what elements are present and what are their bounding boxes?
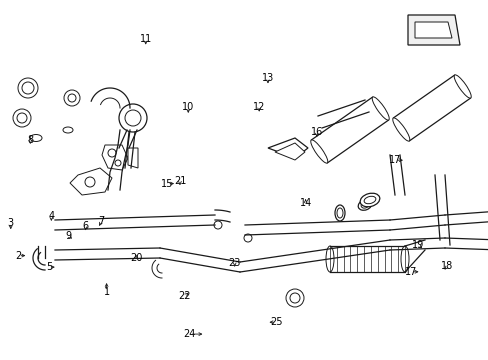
Text: 22: 22 bbox=[178, 291, 191, 301]
Polygon shape bbox=[414, 22, 451, 38]
Text: 19: 19 bbox=[411, 240, 424, 250]
Ellipse shape bbox=[392, 118, 409, 141]
Ellipse shape bbox=[364, 196, 375, 204]
Text: 3: 3 bbox=[8, 218, 14, 228]
Ellipse shape bbox=[334, 205, 345, 221]
Text: 10: 10 bbox=[182, 102, 194, 112]
Polygon shape bbox=[392, 75, 470, 141]
Text: 8: 8 bbox=[27, 135, 33, 145]
Circle shape bbox=[214, 221, 222, 229]
Polygon shape bbox=[70, 168, 112, 195]
Text: 6: 6 bbox=[82, 221, 88, 231]
Text: 2: 2 bbox=[16, 251, 21, 261]
Polygon shape bbox=[267, 138, 307, 158]
Text: 12: 12 bbox=[252, 102, 265, 112]
Polygon shape bbox=[407, 15, 459, 45]
Circle shape bbox=[115, 160, 121, 166]
Text: 23: 23 bbox=[228, 258, 241, 268]
Text: 13: 13 bbox=[261, 73, 274, 84]
Ellipse shape bbox=[325, 246, 333, 272]
Ellipse shape bbox=[453, 75, 470, 98]
Polygon shape bbox=[311, 97, 388, 163]
Text: 4: 4 bbox=[48, 211, 54, 221]
Text: 7: 7 bbox=[99, 216, 104, 226]
Text: 5: 5 bbox=[46, 262, 52, 272]
Text: 14: 14 bbox=[299, 198, 311, 208]
Text: 9: 9 bbox=[65, 231, 71, 241]
Text: 17: 17 bbox=[388, 155, 401, 165]
Polygon shape bbox=[274, 143, 305, 160]
Ellipse shape bbox=[336, 208, 342, 218]
Polygon shape bbox=[128, 148, 138, 168]
Text: 11: 11 bbox=[139, 34, 152, 44]
Circle shape bbox=[85, 177, 95, 187]
Text: 25: 25 bbox=[269, 317, 282, 327]
Text: 1: 1 bbox=[103, 287, 109, 297]
Text: 24: 24 bbox=[183, 329, 196, 339]
Text: 18: 18 bbox=[440, 261, 453, 271]
Text: 21: 21 bbox=[173, 176, 186, 186]
Circle shape bbox=[108, 149, 116, 157]
Polygon shape bbox=[102, 145, 128, 170]
Circle shape bbox=[244, 234, 251, 242]
Text: 20: 20 bbox=[129, 253, 142, 264]
Ellipse shape bbox=[371, 97, 388, 120]
Ellipse shape bbox=[360, 193, 379, 207]
Ellipse shape bbox=[358, 200, 371, 210]
Ellipse shape bbox=[400, 246, 408, 272]
Text: 15: 15 bbox=[161, 179, 173, 189]
Text: 16: 16 bbox=[310, 127, 323, 138]
Text: 17: 17 bbox=[404, 267, 416, 277]
Ellipse shape bbox=[310, 140, 327, 163]
Ellipse shape bbox=[360, 202, 368, 208]
